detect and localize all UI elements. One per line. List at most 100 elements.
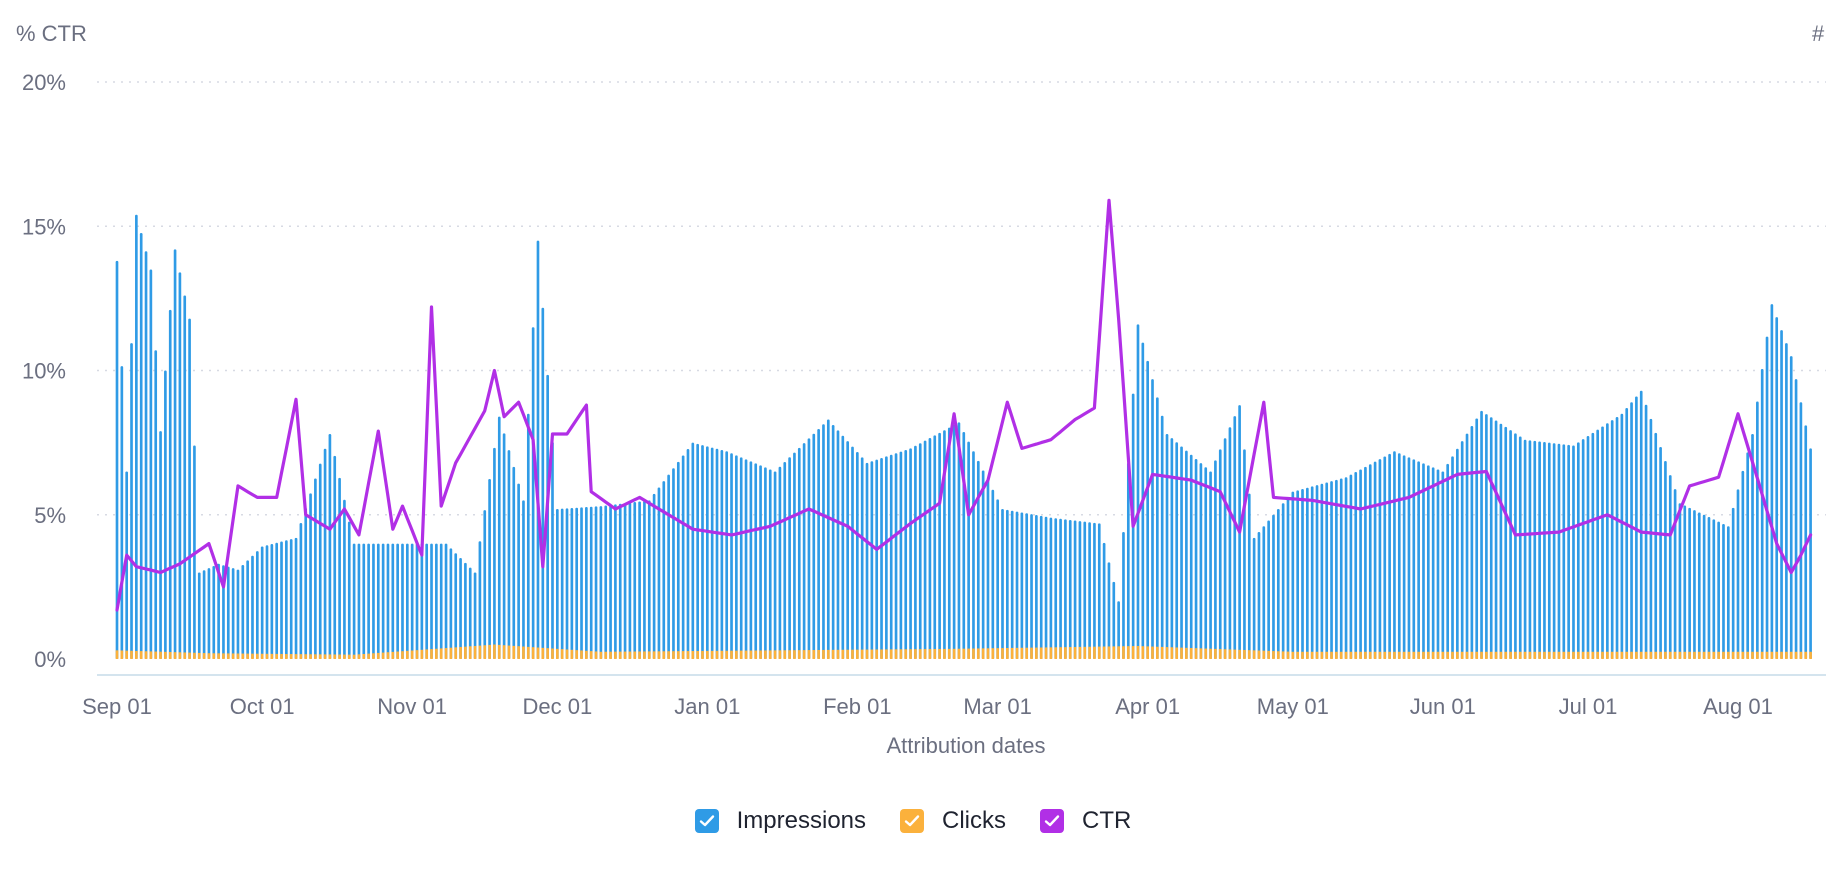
impressions-bar [623, 503, 627, 659]
clicks-bar [928, 649, 932, 659]
impressions-bar [614, 504, 617, 659]
clicks-bar [1552, 651, 1556, 659]
x-tick-label: Jul 01 [1559, 694, 1618, 719]
impressions-bar [594, 506, 598, 659]
clicks-bar [1146, 646, 1149, 659]
impressions-bar [1775, 317, 1779, 659]
impressions-bar [754, 463, 758, 659]
impressions-bar [328, 433, 332, 659]
impressions-bar [512, 466, 516, 659]
clicks-bar [439, 648, 443, 659]
impressions-bar [1310, 486, 1314, 659]
clicks-bar [957, 648, 961, 659]
clicks-checkbox-icon[interactable] [900, 809, 925, 833]
clicks-bar [168, 652, 172, 659]
clicks-bar [1175, 647, 1179, 659]
clicks-bar [1126, 646, 1130, 659]
clicks-bar [1170, 647, 1174, 659]
impressions-bar [609, 504, 612, 659]
clicks-bar [730, 650, 733, 659]
x-tick-label: Nov 01 [377, 694, 447, 719]
impressions-bar [1407, 457, 1411, 659]
legend-item-ctr[interactable]: CTR [1040, 807, 1131, 835]
impressions-bar [1112, 581, 1116, 659]
clicks-bar [560, 649, 564, 659]
clicks-bar [706, 650, 709, 659]
clicks-bar [1354, 651, 1358, 659]
impressions-bar [947, 427, 951, 659]
impressions-bar [135, 214, 138, 659]
impressions-bar [391, 543, 395, 659]
clicks-bar [1054, 647, 1058, 659]
impressions-bar [1083, 521, 1087, 659]
impressions-bar [526, 413, 530, 659]
clicks-bar [304, 654, 308, 659]
clicks-bar [1083, 646, 1087, 659]
clicks-bar [976, 648, 980, 659]
impressions-bar [1533, 440, 1537, 659]
impressions-bar [797, 447, 801, 659]
clicks-bar [1185, 647, 1188, 659]
clicks-bar [1736, 651, 1740, 659]
impressions-bar [357, 543, 361, 659]
impressions-bar [952, 425, 956, 659]
impressions-bar [386, 543, 390, 659]
clicks-bar [1809, 651, 1812, 659]
legend-item-clicks[interactable]: Clicks [900, 807, 1006, 835]
impressions-bar [299, 522, 303, 659]
impressions-bar [764, 467, 767, 659]
clicks-bar [1407, 651, 1411, 659]
clicks-bar [1306, 651, 1309, 659]
clicks-bar [594, 651, 598, 659]
clicks-bar [425, 649, 429, 659]
impressions-bar [1460, 441, 1464, 659]
impressions-bar [120, 366, 124, 659]
clicks-bar [1078, 646, 1082, 659]
impressions-bar [1049, 517, 1053, 659]
impressions-bar [430, 543, 433, 659]
impressions-bar [1596, 429, 1600, 659]
clicks-bar [628, 651, 632, 659]
impressions-bar [1523, 439, 1527, 659]
impressions-bar [1209, 471, 1212, 659]
clicks-bar [1543, 651, 1546, 659]
clicks-bar [1257, 650, 1261, 659]
impressions-bar [1320, 483, 1324, 659]
legend-item-impressions[interactable]: Impressions [694, 807, 866, 835]
impressions-bar [1064, 519, 1067, 659]
line-layer [115, 198, 1813, 612]
impressions-bar [1214, 460, 1217, 659]
y-tick-layer: 0% 5% 10% 15% 20% [22, 70, 66, 672]
clicks-bar [841, 649, 845, 659]
impressions-bar [396, 543, 399, 659]
impressions-bar [628, 502, 632, 659]
clicks-bar [497, 644, 501, 659]
impressions-bar [1664, 461, 1667, 659]
impressions-bar [1015, 511, 1019, 659]
impressions-bar [1364, 466, 1367, 659]
clicks-bar [531, 647, 535, 659]
x-tick-label: Jun 01 [1410, 694, 1476, 719]
clicks-bar [1557, 651, 1561, 659]
impressions-bar [1306, 487, 1309, 659]
clicks-bar [1683, 651, 1687, 659]
impressions-bar [1606, 423, 1609, 659]
impressions-bar [1562, 444, 1566, 659]
impressions-bar [1276, 508, 1280, 659]
clicks-bar [986, 648, 990, 659]
clicks-bar [1267, 650, 1270, 659]
clicks-bar [478, 645, 482, 659]
clicks-bar [710, 650, 714, 659]
clicks-bar [580, 650, 583, 659]
impressions-bar [497, 416, 501, 659]
clicks-bar [826, 649, 830, 659]
clicks-bar [1485, 651, 1488, 659]
clicks-bar [938, 648, 941, 659]
ctr-checkbox-icon[interactable] [1040, 809, 1065, 833]
clicks-bar [405, 650, 409, 659]
clicks-bar [1122, 646, 1125, 659]
clicks-bar [1659, 651, 1662, 659]
impressions-checkbox-icon[interactable] [694, 809, 719, 833]
clicks-bar [130, 650, 133, 659]
clicks-bar [251, 653, 254, 659]
